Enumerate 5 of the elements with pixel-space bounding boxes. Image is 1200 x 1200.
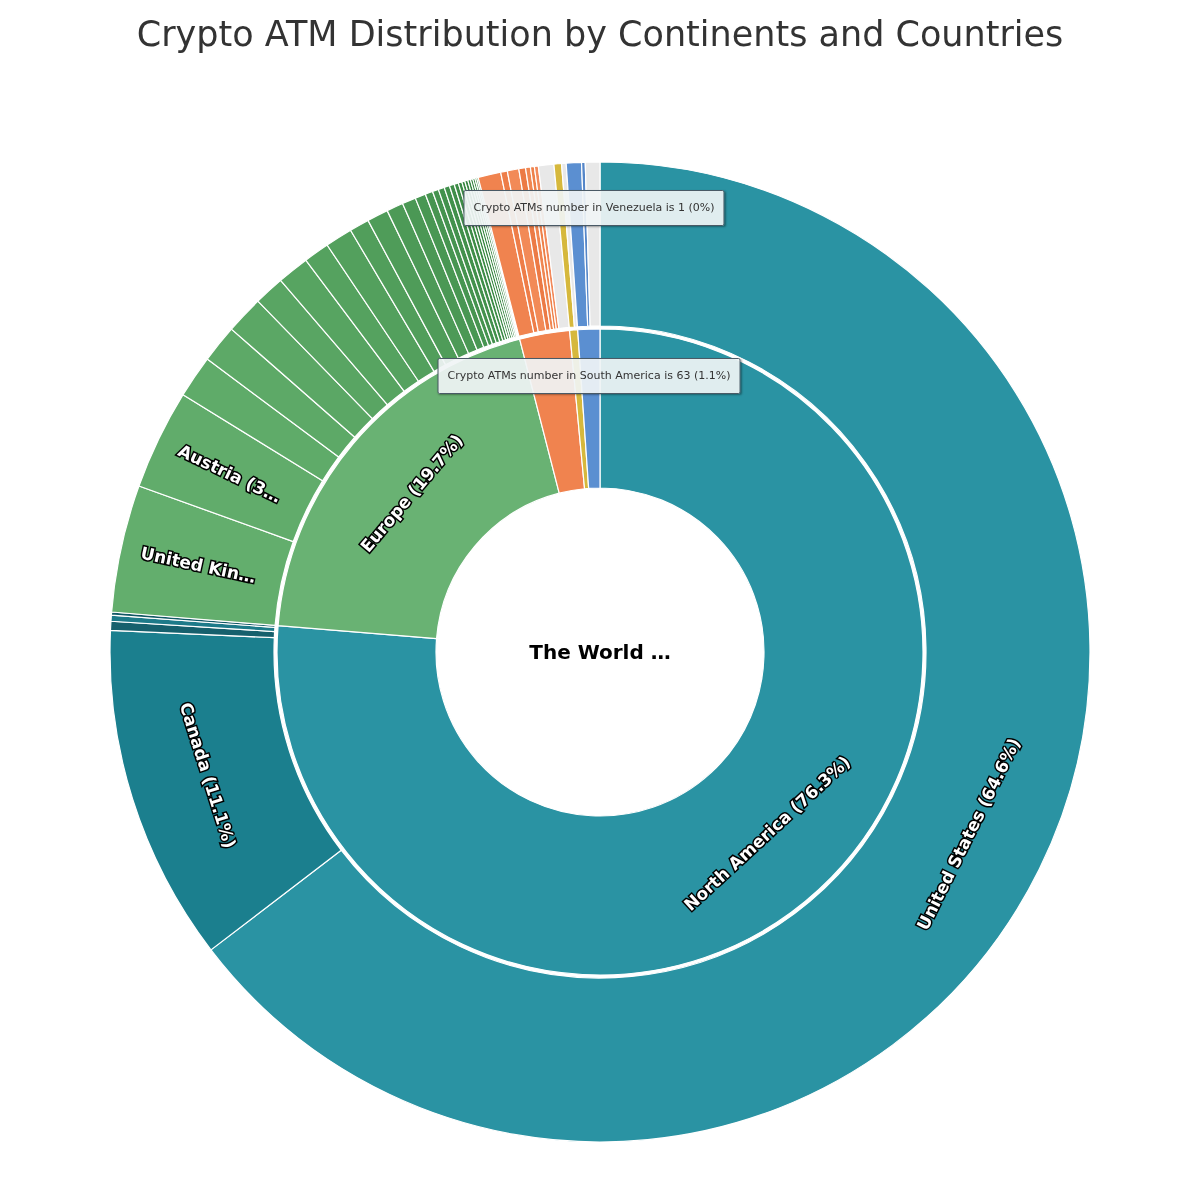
- tooltip: Crypto ATMs number in South America is 63 (1.1%): [437, 358, 741, 394]
- chart-title: Crypto ATM Distribution by Continents and Countries: [136, 13, 1064, 54]
- text: The World …: [529, 640, 671, 664]
- slice-label: United Kin…: [138, 542, 258, 588]
- tooltip: Crypto ATMs number in Venezuela is 1 (0%): [463, 190, 725, 226]
